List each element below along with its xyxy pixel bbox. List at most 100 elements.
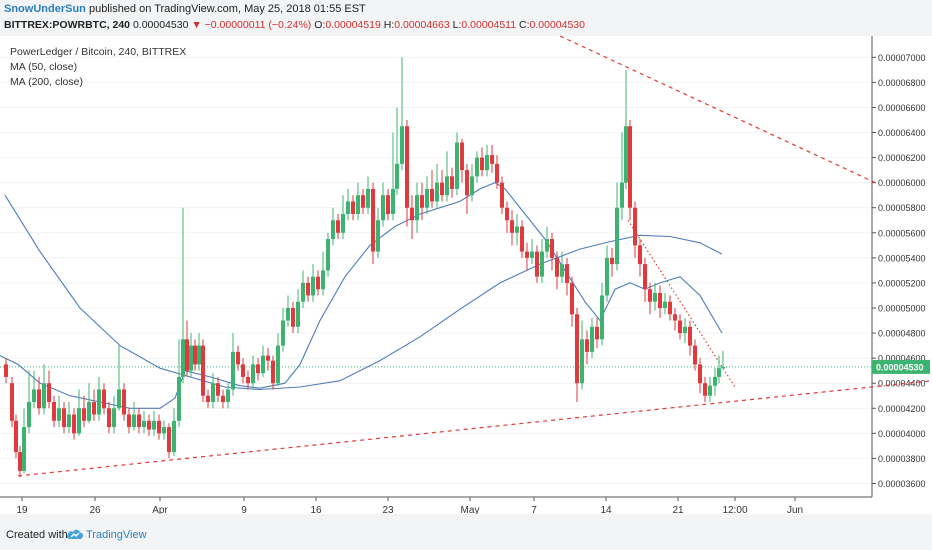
x-tick-label: 16	[310, 505, 322, 514]
candle-body	[336, 220, 340, 233]
candle-body	[673, 314, 677, 321]
candle-body	[137, 414, 141, 428]
candle-body	[376, 220, 380, 252]
candle-body	[142, 420, 146, 428]
candle-body	[540, 251, 544, 277]
candle-body	[311, 276, 315, 296]
close-label: C:	[519, 19, 530, 31]
candle-body	[241, 364, 245, 377]
candle-body	[276, 345, 280, 384]
x-tick-label: May	[461, 505, 480, 514]
candle-body	[97, 389, 101, 415]
y-tick-label: 0.00005000	[878, 303, 926, 313]
legend-title: PowerLedger / Bitcoin, 240, BITTREX	[10, 46, 187, 58]
x-tick-label: 14	[600, 505, 612, 514]
open-label: O:	[314, 19, 326, 31]
x-tick-label: 21	[672, 505, 684, 514]
price-chart[interactable]: 0.00007000 0.00006800 0.00006600 0.00006400…	[0, 35, 932, 516]
chart-footer: Created with TradingView	[0, 514, 932, 550]
candle-body	[351, 201, 355, 214]
candle-body	[356, 195, 360, 214]
candle-body	[177, 376, 181, 421]
candle-body	[27, 401, 31, 428]
candle-body	[122, 389, 126, 415]
candle-body	[246, 376, 250, 384]
candle-body	[610, 257, 614, 265]
candle-body	[435, 182, 439, 202]
candle-body	[633, 207, 637, 246]
legend-ma200[interactable]: MA (200, close)	[10, 76, 83, 88]
candle-body	[615, 207, 619, 265]
high-value: 0.00004663	[394, 19, 450, 31]
candle-body	[693, 345, 697, 365]
low-label: L:	[452, 19, 462, 31]
current-price-tag	[872, 359, 930, 374]
candle-body	[480, 157, 484, 171]
x-tick-label: 7	[531, 505, 537, 514]
ma50-line	[0, 181, 723, 409]
candle-body	[405, 126, 409, 208]
candle-body	[306, 282, 310, 296]
candle-body	[698, 364, 702, 384]
candle-body	[663, 301, 667, 308]
candle-body	[296, 301, 300, 327]
candle-body	[206, 395, 210, 402]
candle-body	[708, 385, 712, 396]
candle-body	[236, 351, 240, 365]
x-tick-label: 9	[241, 505, 247, 514]
candle-body	[624, 126, 628, 183]
candle-body	[648, 289, 652, 302]
candle-body	[620, 182, 624, 208]
candle-body	[346, 201, 350, 214]
candle-body	[231, 351, 235, 390]
candle-body	[22, 427, 26, 471]
candle-body	[395, 163, 399, 189]
y-tick-label: 0.00003600	[878, 479, 926, 489]
candle-body	[717, 368, 721, 377]
candle-body	[658, 292, 662, 308]
y-tick-label: 0.00006600	[878, 103, 926, 113]
legend-ma50[interactable]: MA (50, close)	[10, 61, 78, 73]
candle-body	[189, 345, 193, 371]
candle-body	[57, 408, 61, 421]
candle-body	[37, 389, 41, 409]
candle-body	[605, 257, 609, 296]
candle-body	[47, 383, 51, 402]
x-tick-label: 12:00	[722, 505, 747, 514]
candle-body	[410, 207, 414, 221]
candle-body	[82, 408, 86, 421]
candle-body	[678, 320, 682, 334]
candle-body	[600, 295, 604, 340]
candle-body	[688, 326, 692, 346]
y-tick-label: 0.00004000	[878, 429, 926, 439]
y-tick-label: 0.00006800	[878, 78, 926, 88]
candle-body	[575, 314, 579, 384]
x-tick-label: Apr	[152, 505, 168, 514]
candle-body	[256, 364, 260, 374]
candle-body	[321, 270, 325, 290]
x-tick-label: 23	[382, 505, 394, 514]
y-tick-label: 0.00005600	[878, 228, 926, 238]
candle-body	[590, 326, 594, 352]
candle-body	[341, 213, 345, 233]
candle-body	[595, 326, 599, 340]
upper-trendline	[559, 35, 879, 185]
candle-body	[107, 408, 111, 428]
candle-body	[77, 408, 81, 434]
candle-body	[132, 414, 136, 428]
low-value: 0.00004511	[461, 19, 517, 31]
author-link[interactable]: SnowUnderSun	[4, 3, 86, 15]
candle-body	[316, 276, 320, 290]
tradingview-brand[interactable]: TradingView	[86, 529, 147, 541]
candle-body	[460, 142, 464, 171]
candle-body	[450, 176, 454, 189]
y-tick-label: 0.00006000	[878, 178, 926, 188]
candle-body	[361, 195, 365, 208]
y-tick-label: 0.00005800	[878, 203, 926, 213]
candle-body	[455, 142, 459, 189]
chart-area[interactable]: 0.00007000 0.00006800 0.00006600 0.00006400…	[0, 35, 932, 516]
candle-body	[157, 420, 161, 434]
y-tick-label: 0.00004200	[878, 404, 926, 414]
candle-body	[475, 157, 479, 177]
x-tick-label: 26	[89, 505, 101, 514]
